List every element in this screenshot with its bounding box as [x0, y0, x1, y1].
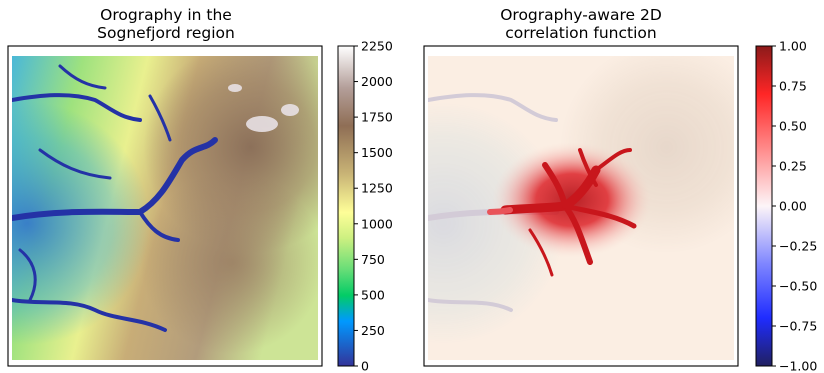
colorbar-tick-label: 0.25 — [779, 159, 807, 174]
colorbar-left-bar — [337, 45, 355, 367]
western-lowland — [12, 56, 318, 360]
colorbar-left-ticks: 0 250 500 750 1000 1250 1500 1750 2000 2250 — [354, 39, 393, 373]
colorbar-tick-label: −0.75 — [779, 319, 817, 334]
correlation-core — [487, 148, 637, 277]
fjord-network — [12, 64, 218, 332]
colorbar-tick-label: 1000 — [361, 216, 393, 231]
title-left-line2: Sognefjord region — [97, 24, 235, 42]
colorbar-tick-label: −1.00 — [779, 359, 817, 373]
plot-frame-right — [423, 45, 739, 367]
colorbar-tick-label: 250 — [361, 323, 385, 338]
colorbar-tick-label: 750 — [361, 252, 385, 267]
colorbar-tick-label: 0.75 — [779, 79, 807, 94]
colorbar-tick-label: 0 — [361, 359, 369, 373]
colorbar-tick-label: 2000 — [361, 74, 393, 89]
plot-frame-left — [7, 45, 323, 367]
title-right-line2: correlation function — [505, 24, 656, 42]
colorbar-left: 0 250 500 750 1000 1250 1500 1750 2000 2250 — [337, 39, 393, 373]
colorbar-tick-label: −0.50 — [779, 279, 817, 294]
colorbar-tick-label: 1750 — [361, 110, 393, 125]
colorbar-tick-label: 500 — [361, 287, 385, 302]
colorbar-right-ticks: −1.00 −0.75 −0.50 −0.25 0.00 0.25 0.50 0.75 1.00 — [772, 39, 817, 373]
title-left: Orography in the Sognefjord region — [97, 6, 235, 42]
colorbar-tick-label: 1.00 — [779, 39, 807, 54]
title-right-line1: Orography-aware 2D — [500, 6, 662, 24]
colorbar-tick-label: 0.50 — [779, 119, 807, 134]
colorbar-tick-label: 1250 — [361, 181, 393, 196]
colorbar-right-bar — [755, 45, 773, 367]
colorbar-right: −1.00 −0.75 −0.50 −0.25 0.00 0.25 0.50 0.75 1.00 — [755, 39, 817, 373]
correlation-map — [428, 56, 734, 360]
colorbar-tick-label: 0.00 — [779, 199, 807, 214]
snow-peaks — [228, 84, 299, 132]
colorbar-tick-label: 2250 — [361, 39, 393, 54]
title-left-line1: Orography in the — [100, 6, 232, 24]
colorbar-tick-label: −0.25 — [779, 239, 817, 254]
colorbar-tick-label: 1500 — [361, 145, 393, 160]
orography-map — [12, 56, 318, 360]
title-right: Orography-aware 2D correlation function — [500, 6, 662, 42]
